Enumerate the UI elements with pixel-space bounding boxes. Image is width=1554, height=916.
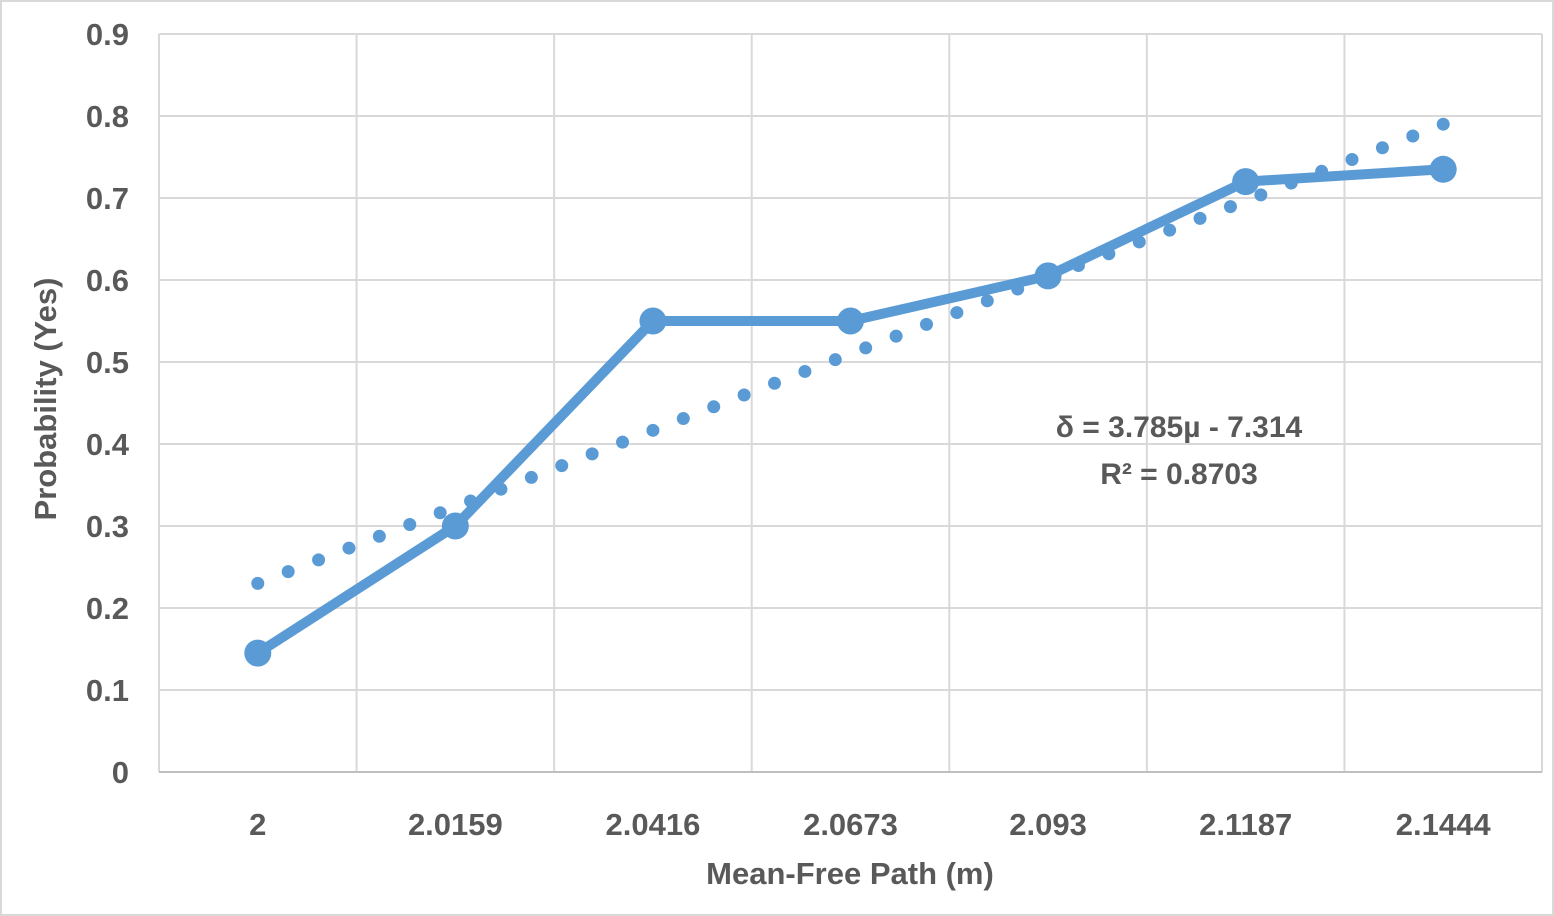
y-tick-label: 0.5 <box>86 345 129 380</box>
trendline-dot <box>1436 117 1450 131</box>
trendline-dot <box>1254 188 1268 202</box>
trendline-dot <box>980 294 994 308</box>
data-point-marker <box>639 307 667 335</box>
x-axis-title: Mean-Free Path (m) <box>706 856 994 891</box>
trendline-dot <box>372 529 386 543</box>
x-tick-label: 2.0673 <box>803 807 898 842</box>
x-tick-label: 2.093 <box>1009 807 1087 842</box>
trendline-dot <box>950 306 964 320</box>
x-tick-label: 2.1187 <box>1199 807 1292 842</box>
data-point-marker <box>1232 168 1260 196</box>
trendline-dot <box>1163 223 1177 237</box>
y-tick-label: 0.8 <box>86 99 129 134</box>
y-tick-label: 0.7 <box>86 181 129 216</box>
trendline-dot <box>616 435 630 449</box>
trendline-dot <box>342 541 356 555</box>
trendline-dot <box>433 506 447 520</box>
trendline-dot <box>251 576 265 590</box>
y-axis-title: Probability (Yes) <box>28 277 63 521</box>
trendline-dot <box>555 459 569 473</box>
trendline-dot <box>646 423 660 437</box>
y-tick-label: 0.9 <box>86 17 129 52</box>
trendline-dot <box>312 553 326 567</box>
trendline-dot <box>798 364 812 378</box>
trendline-dot <box>1375 141 1389 155</box>
data-point-marker <box>1429 155 1457 183</box>
trendline-dot <box>1406 129 1420 143</box>
trendline-dot <box>859 341 873 355</box>
trendline-equation: δ = 3.785µ - 7.314 <box>1055 411 1303 444</box>
y-tick-label: 0.4 <box>86 427 130 462</box>
trendline-dot <box>737 388 751 402</box>
data-point-marker <box>441 512 469 540</box>
y-tick-label: 0 <box>112 755 129 790</box>
y-tick-label: 0.2 <box>86 591 129 626</box>
trendline-r-squared: R² = 0.8703 <box>1100 458 1258 491</box>
data-point-marker <box>244 639 272 667</box>
trendline-dot <box>919 317 933 331</box>
trendline-dot <box>1193 211 1207 225</box>
trendline-dot <box>1223 200 1237 214</box>
trendline-dot <box>828 353 842 367</box>
trendline-dot <box>707 400 721 414</box>
trendline-dot <box>281 565 295 579</box>
trendline-dot <box>403 518 417 532</box>
trendline-dot <box>524 470 538 484</box>
y-tick-label: 0.6 <box>86 263 129 298</box>
y-tick-label: 0.3 <box>86 509 129 544</box>
x-tick-label: 2.0416 <box>606 807 701 842</box>
x-tick-label: 2.0159 <box>408 807 503 842</box>
data-point-marker <box>837 307 864 335</box>
trendline-annotation: δ = 3.785µ - 7.314 R² = 0.8703 <box>1056 404 1302 498</box>
trendline-dot <box>585 447 599 461</box>
y-tick-label: 0.1 <box>86 673 129 708</box>
trendline-dot <box>1345 153 1359 167</box>
x-tick-label: 2.1444 <box>1396 807 1492 842</box>
data-point-marker <box>1034 262 1062 290</box>
x-tick-label: 2 <box>249 807 266 842</box>
trendline-dot <box>889 329 903 343</box>
trendline-dot <box>676 412 690 426</box>
trendline-dot <box>768 376 782 390</box>
